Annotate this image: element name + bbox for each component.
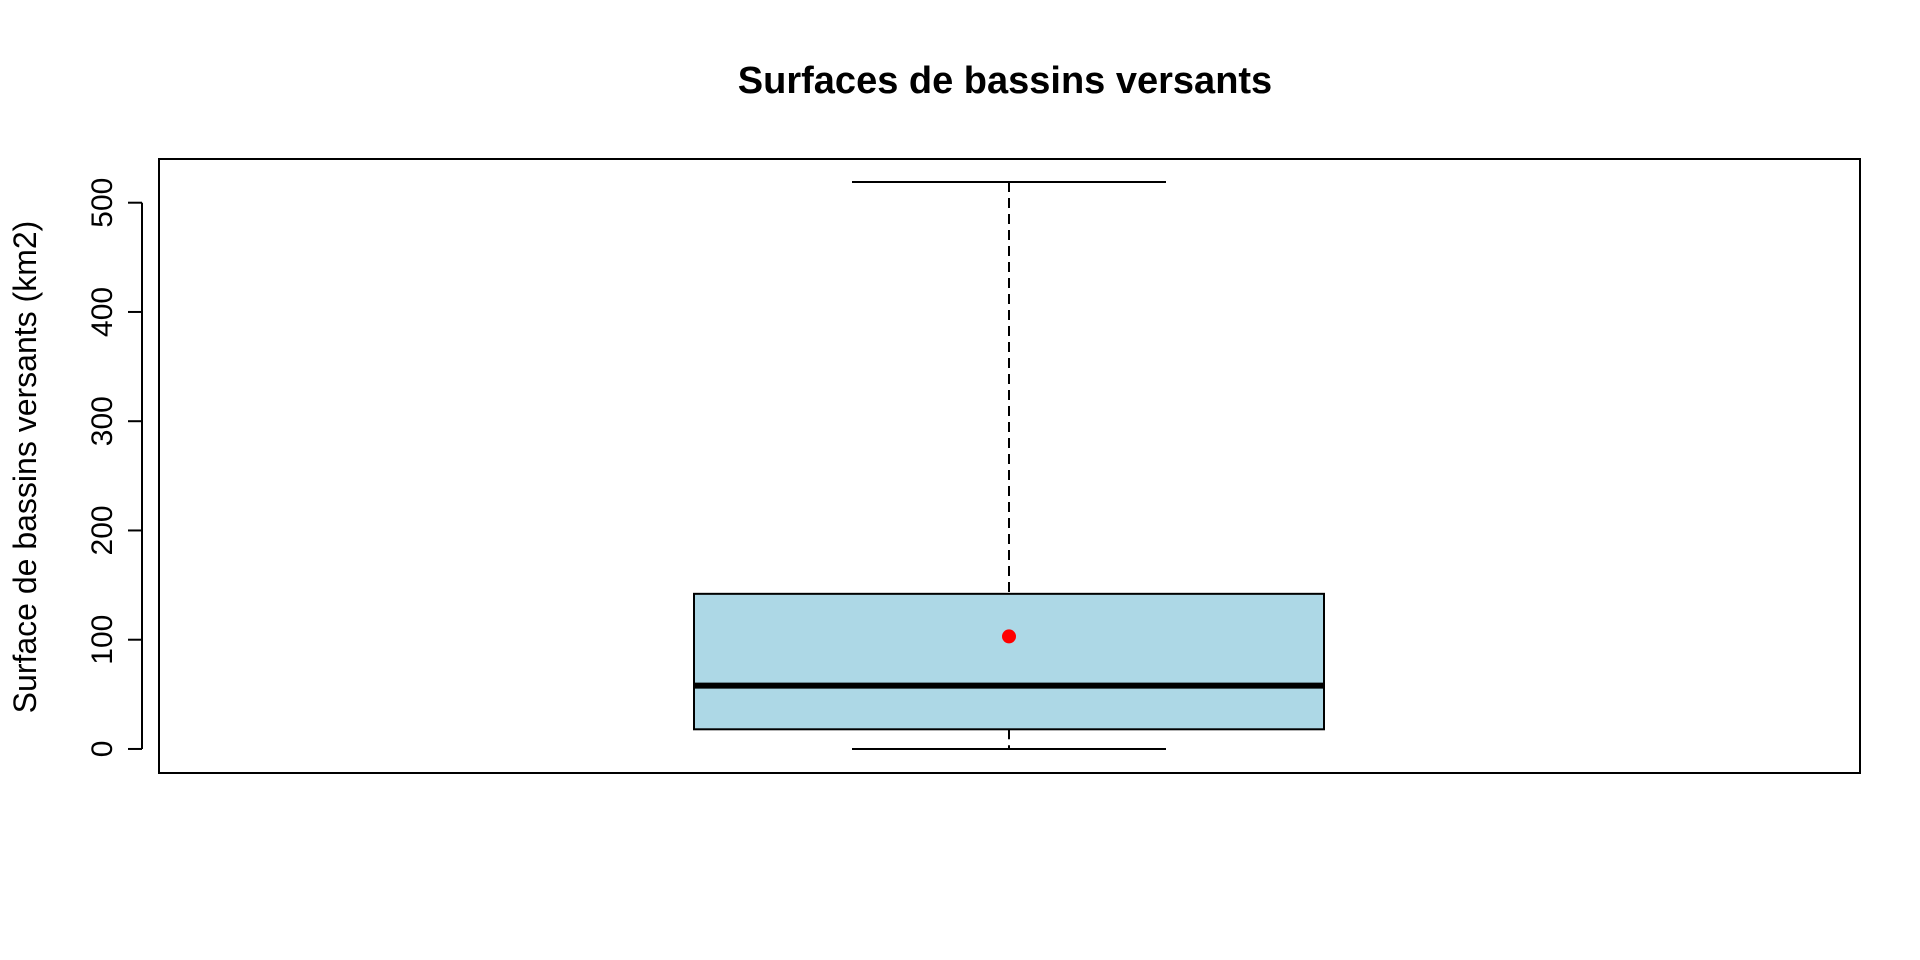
- plot-frame: [158, 158, 1861, 774]
- y-tick-label: 400: [86, 287, 119, 337]
- y-tick-label: 300: [86, 396, 119, 446]
- box-plot: [693, 180, 1325, 750]
- mean-point: [1002, 629, 1016, 644]
- iqr-box: [693, 592, 1325, 731]
- y-tick-label: 200: [86, 505, 119, 555]
- y-axis: 0 100 200 300 400 500: [86, 178, 143, 758]
- y-tick-label: 500: [86, 178, 119, 228]
- y-tick-label: 0: [86, 741, 119, 758]
- y-axis-label: Surface de bassins versants (km2): [7, 221, 43, 714]
- chart-title: Surfaces de bassins versants: [738, 60, 1272, 102]
- y-tick-label: 100: [86, 615, 119, 665]
